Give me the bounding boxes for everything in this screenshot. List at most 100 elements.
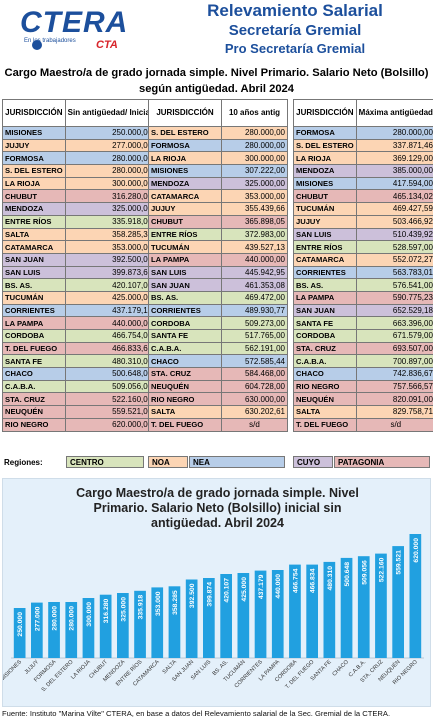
table-row: SAN JUAN 652.529,18 bbox=[293, 303, 433, 318]
chart-category-label: SALTA bbox=[162, 659, 178, 675]
salary-cell: 280.000,00 bbox=[221, 138, 288, 153]
salary-tables: JURISDICCIÓN Sin antigüedad/ Inicial MISIO… bbox=[2, 99, 433, 449]
chart-data-label: 358.285 bbox=[172, 590, 179, 615]
table-row: JUJUY 277.000,00 bbox=[2, 138, 156, 153]
table-row: SANTA FE 663.396,00 bbox=[293, 316, 433, 330]
column-header: JURISDICCIÓN bbox=[148, 99, 222, 127]
salary-cell: 280.000,00 bbox=[355, 126, 433, 140]
table-inicial: JURISDICCIÓN Sin antigüedad/ Inicial MISIO… bbox=[2, 99, 156, 432]
jurisdiccion-cell: MENDOZA bbox=[2, 202, 66, 216]
salary-cell: 337.871,46 bbox=[355, 138, 433, 153]
table-row: BS. AS. 420.107,00 bbox=[2, 278, 156, 292]
column-header: Máxima antigüedad bbox=[355, 99, 433, 127]
chart-title-line: antigüedad. Abril 2024 bbox=[151, 516, 284, 530]
chart-data-label: 425.000 bbox=[241, 577, 248, 602]
table-row: CORRIENTES 563.783,01 bbox=[293, 265, 433, 280]
salary-cell: 335.918,00 bbox=[64, 214, 156, 229]
logo-text: CTERA bbox=[20, 6, 129, 39]
chart-bar bbox=[203, 578, 215, 658]
table-maxima: JURISDICCIÓN Máxima antigüedad FORMOSA 280.… bbox=[293, 99, 433, 432]
region-nea: NEA bbox=[189, 456, 285, 468]
column-header: 10 años antig bbox=[221, 99, 288, 127]
salary-cell: 630.000,00 bbox=[221, 392, 288, 407]
jurisdiccion-cell: SAN JUAN bbox=[148, 278, 222, 292]
jurisdiccion-cell: SAN LUIS bbox=[293, 227, 357, 242]
salary-cell: 250.000,00 bbox=[64, 126, 156, 140]
table-row: SAN JUAN 461.353,08 bbox=[148, 278, 288, 292]
salary-cell: 440.000,00 bbox=[64, 316, 156, 330]
salary-cell: 757.566,57 bbox=[355, 379, 433, 394]
jurisdiccion-cell: LA PAMPA bbox=[148, 252, 222, 267]
table-row: CATAMARCA 353.000,00 bbox=[2, 240, 156, 254]
salary-cell: 425.000,00 bbox=[64, 290, 156, 305]
table-row: SAN LUIS 510.439,92 bbox=[293, 227, 433, 242]
ctera-logo: CTERA En los trabajadores CTA bbox=[8, 4, 127, 54]
table-row: TUCUMÁN 439.527,13 bbox=[148, 240, 288, 254]
salary-cell: 325.000,00 bbox=[64, 202, 156, 216]
salary-cell: 572.585,44 bbox=[221, 354, 288, 369]
table-row: CHACO 742.836,67 bbox=[293, 367, 433, 381]
jurisdiccion-cell: CHACO bbox=[148, 354, 222, 369]
region-noa: NOA bbox=[148, 456, 188, 468]
table-row: TUCUMÁN 425.000,00 bbox=[2, 290, 156, 305]
jurisdiccion-cell: MENDOZA bbox=[293, 164, 357, 178]
jurisdiccion-cell: SAN JUAN bbox=[2, 252, 66, 267]
salary-bar-chart: Cargo Maestro/a de grado jornada simple.… bbox=[2, 478, 431, 707]
jurisdiccion-cell: SAN LUIS bbox=[148, 265, 222, 280]
salary-cell: 385.000,00 bbox=[355, 164, 433, 178]
salary-cell: 480.310,00 bbox=[64, 354, 156, 369]
jurisdiccion-cell: NEUQUÉN bbox=[148, 379, 222, 394]
salary-cell: 620.000,00 bbox=[64, 417, 156, 432]
chart-data-label: 335.918 bbox=[138, 595, 145, 620]
table-row: JUJUY 355.439,66 bbox=[148, 202, 288, 216]
jurisdiccion-cell: NEUQUÉN bbox=[2, 405, 66, 419]
chart-data-label: 316.280 bbox=[103, 598, 110, 623]
salary-cell: 663.396,00 bbox=[355, 316, 433, 330]
salary-cell: 399.873,69 bbox=[64, 265, 156, 280]
chart-bar bbox=[357, 556, 370, 658]
table-row: LA PAMPA 590.775,23 bbox=[293, 290, 433, 305]
salary-cell: 353.000,00 bbox=[221, 189, 288, 204]
salary-cell: 353.000,00 bbox=[64, 240, 156, 254]
jurisdiccion-cell: FORMOSA bbox=[2, 151, 66, 166]
table-row: SANTA FE 517.765,00 bbox=[148, 329, 288, 343]
jurisdiccion-cell: LA RIOJA bbox=[148, 151, 222, 166]
chart-data-label: 500.648 bbox=[344, 562, 351, 587]
chart-bar bbox=[99, 594, 112, 658]
salary-cell: 439.527,13 bbox=[221, 240, 288, 254]
region-patagonia: PATAGONIA bbox=[334, 456, 430, 468]
jurisdiccion-cell: T. DEL FUEGO bbox=[2, 341, 66, 356]
chart-data-label: 522.160 bbox=[379, 557, 386, 582]
title-relevamiento: Relevamiento Salarial bbox=[207, 1, 383, 20]
chart-data-label: 466.834 bbox=[310, 568, 317, 593]
table-row: STA. CRUZ 584.468,00 bbox=[148, 367, 288, 381]
table-header-row: JURISDICCIÓN Sin antigüedad/ Inicial bbox=[2, 99, 156, 127]
table-row: RIO NEGRO 630.000,00 bbox=[148, 392, 288, 407]
table-row: FORMOSA 280.000,00 bbox=[148, 138, 288, 153]
jurisdiccion-cell: MISIONES bbox=[293, 176, 357, 191]
jurisdiccion-cell: CHUBUT bbox=[148, 214, 222, 229]
table-row: CHACO 500.648,00 bbox=[2, 367, 156, 381]
table-row: CORDOBA 509.273,00 bbox=[148, 316, 288, 330]
jurisdiccion-cell: SALTA bbox=[148, 405, 222, 419]
jurisdiccion-cell: LA RIOJA bbox=[293, 151, 357, 166]
chart-data-label: 392.500 bbox=[189, 583, 196, 608]
salary-cell: 584.468,00 bbox=[221, 367, 288, 381]
salary-cell: 280.000,00 bbox=[221, 126, 288, 140]
chart-data-label: 277.000 bbox=[34, 606, 41, 631]
table-row: ENTRE RÍOS 528.597,00 bbox=[293, 240, 433, 254]
chart-data-label: 437.179 bbox=[258, 574, 265, 599]
chart-data-label: 353.000 bbox=[155, 591, 162, 616]
jurisdiccion-cell: S. DEL ESTERO bbox=[148, 126, 222, 140]
column-header: JURISDICCIÓN bbox=[293, 99, 357, 127]
title-secretaria: Secretaría Gremial bbox=[228, 22, 362, 39]
salary-cell: 280.000,00 bbox=[64, 164, 156, 178]
table-row: LA PAMPA 440.000,00 bbox=[148, 252, 288, 267]
table-row: CHUBUT 465.134,02 bbox=[293, 189, 433, 204]
jurisdiccion-cell: SANTA FE bbox=[148, 329, 222, 343]
salary-cell: s/d bbox=[355, 417, 433, 432]
salary-cell: 576.541,00 bbox=[355, 278, 433, 292]
salary-cell: 316.280,06 bbox=[64, 189, 156, 204]
jurisdiccion-cell: RIO NEGRO bbox=[293, 379, 357, 394]
table-row: LA RIOJA 369.129,00 bbox=[293, 151, 433, 166]
